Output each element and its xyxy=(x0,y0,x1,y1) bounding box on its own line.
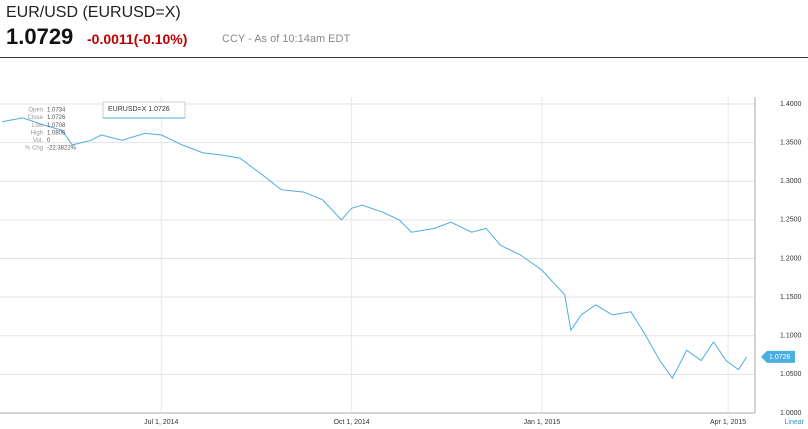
stat-value: 1.0726 xyxy=(47,115,66,121)
stat-name: Open xyxy=(28,108,43,114)
stat-name: Close xyxy=(28,115,44,121)
quote-header: EUR/USD (EURUSD=X) 1.0729 -0.0011(-0.10%… xyxy=(0,0,808,58)
price-tag: 1.0726 xyxy=(769,354,791,361)
x-tick-label: Jul 1, 2014 xyxy=(144,419,178,426)
y-tick-label: 1.3000 xyxy=(780,178,802,185)
stat-name: High xyxy=(31,130,43,136)
stat-name: Vol. xyxy=(33,138,43,144)
y-tick-label: 1.0000 xyxy=(780,410,802,417)
x-tick-label: Apr 1, 2015 xyxy=(710,419,746,426)
y-tick-label: 1.4000 xyxy=(780,101,802,108)
x-tick-label: Oct 1, 2014 xyxy=(334,419,370,426)
quote-title: EUR/USD (EURUSD=X) xyxy=(6,4,181,21)
y-tick-label: 1.1000 xyxy=(780,333,802,340)
y-tick-label: 1.3500 xyxy=(780,139,802,146)
price-tag-bg xyxy=(761,350,795,363)
x-tick-label: Jan 1, 2015 xyxy=(524,419,561,426)
quote-change: -0.0011(-0.10%) xyxy=(87,31,188,47)
y-tick-label: 1.0500 xyxy=(780,371,802,378)
y-tick-label: 1.2000 xyxy=(780,255,802,262)
stat-value: 1.0734 xyxy=(47,108,66,114)
scale-label: Linear xyxy=(785,419,805,426)
quote-note: CCY - As of 10:14am EDT xyxy=(222,33,351,45)
y-tick-label: 1.1500 xyxy=(780,294,802,301)
stat-name: % Chg xyxy=(25,146,43,152)
stat-value: 0 xyxy=(47,138,51,144)
stat-value: -22.3822% xyxy=(47,146,77,152)
legend-label: EURUSD=X 1.0726 xyxy=(108,106,170,113)
stat-value: 1.0806 xyxy=(47,130,66,136)
stat-name: Low xyxy=(32,123,44,129)
y-tick-label: 1.2500 xyxy=(780,217,802,224)
price-line xyxy=(1,117,748,380)
stat-value: 1.0708 xyxy=(47,123,66,129)
quote-price: 1.0729 xyxy=(6,24,74,49)
